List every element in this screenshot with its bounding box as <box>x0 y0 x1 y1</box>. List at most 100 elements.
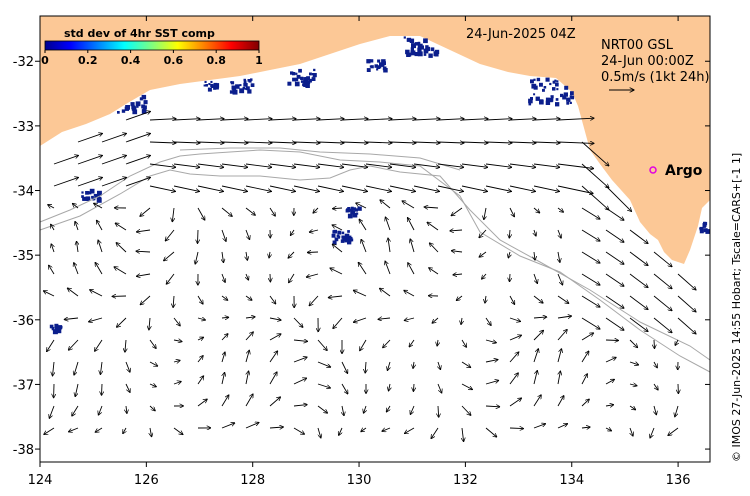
current-vector <box>75 221 78 231</box>
sst-cell <box>250 84 254 87</box>
current-vector <box>509 335 522 341</box>
current-vector <box>197 142 224 143</box>
argo-label: Argo <box>665 163 703 179</box>
current-vector <box>125 361 130 372</box>
colorbar-tick-label: 0.6 <box>164 54 184 67</box>
sst-cell <box>530 79 534 84</box>
current-vector <box>533 371 537 385</box>
current-vector <box>221 317 229 318</box>
sst-cell <box>141 109 147 114</box>
sst-cell <box>539 82 543 87</box>
current-vector <box>221 229 226 241</box>
sst-cell <box>85 191 89 195</box>
current-vector <box>341 142 368 143</box>
product-time-label: 24-Jun 00:00Z <box>601 54 694 69</box>
current-vector <box>533 185 559 191</box>
current-vector <box>53 361 55 376</box>
sst-cell <box>366 68 371 72</box>
current-vector <box>533 330 544 341</box>
sst-cell <box>292 77 296 82</box>
current-vector <box>429 243 439 253</box>
current-vector <box>385 261 391 275</box>
sst-cell <box>203 84 206 87</box>
current-vector <box>437 383 442 393</box>
current-vector <box>125 177 151 187</box>
current-vector <box>269 318 281 320</box>
current-vector <box>437 119 464 120</box>
current-vector <box>509 428 524 429</box>
current-vector <box>581 333 594 341</box>
current-vector <box>140 295 151 305</box>
current-vector <box>533 424 546 429</box>
current-vector <box>69 427 79 432</box>
current-vector <box>293 163 320 167</box>
current-vector <box>413 185 439 191</box>
sst-cell <box>334 237 339 242</box>
sst-cell <box>54 323 59 328</box>
sst-cell <box>214 83 220 88</box>
current-vector <box>557 273 563 285</box>
sst-cell <box>352 207 357 211</box>
current-vector <box>485 339 496 343</box>
current-vector <box>317 119 344 120</box>
current-vector <box>533 119 560 120</box>
current-vector <box>98 240 103 253</box>
current-vector <box>53 177 79 187</box>
sst-cell <box>312 73 317 78</box>
sst-cell <box>570 95 575 100</box>
sst-cell <box>96 194 100 198</box>
current-vector <box>173 119 200 120</box>
current-vector <box>402 201 415 209</box>
sst-cell <box>545 77 550 82</box>
current-vector <box>461 119 488 120</box>
sst-cell <box>567 99 571 102</box>
colorbar-tick-label: 0.4 <box>121 54 141 67</box>
current-vector <box>380 200 391 209</box>
sst-cell <box>211 85 214 88</box>
current-vector <box>77 155 103 165</box>
current-vector <box>293 378 307 385</box>
current-vector <box>95 339 103 351</box>
current-vector <box>72 405 79 416</box>
y-axis: -32 -33 -34 -35 -36 -37 -38 <box>13 55 710 458</box>
current-vector <box>245 317 255 318</box>
current-vector <box>221 295 228 300</box>
current-vector <box>653 383 658 390</box>
current-vector <box>581 251 600 263</box>
sst-cell <box>337 235 341 238</box>
sst-cell <box>424 48 429 52</box>
current-vector <box>385 217 391 231</box>
current-vector <box>389 119 416 120</box>
sst-cell <box>352 212 358 218</box>
current-vector <box>437 185 463 191</box>
current-vector <box>413 383 414 391</box>
current-vector <box>482 273 487 279</box>
sst-cell <box>341 231 345 235</box>
current-vector <box>484 207 486 220</box>
sst-cell <box>530 97 533 100</box>
current-vector <box>222 372 225 385</box>
sst-cell <box>295 72 298 75</box>
current-vector <box>629 295 648 310</box>
sst-cell <box>243 80 247 84</box>
current-vector <box>306 273 319 277</box>
current-vector <box>197 207 205 220</box>
sst-cell <box>307 81 310 84</box>
current-vector <box>309 230 319 232</box>
current-vector <box>221 395 229 407</box>
current-vector <box>197 318 205 320</box>
current-vector <box>197 163 224 167</box>
current-vector <box>605 273 624 286</box>
current-vector <box>382 427 391 431</box>
current-vector <box>43 291 55 297</box>
current-vector <box>48 205 55 208</box>
current-vector <box>123 427 126 434</box>
current-vector <box>437 142 464 143</box>
current-vector <box>557 349 562 363</box>
current-vector <box>668 427 679 436</box>
current-vector <box>245 394 253 407</box>
current-vector <box>378 318 391 319</box>
current-vector <box>581 295 600 307</box>
current-vector <box>485 119 512 120</box>
x-tick-label: 134 <box>559 473 584 488</box>
